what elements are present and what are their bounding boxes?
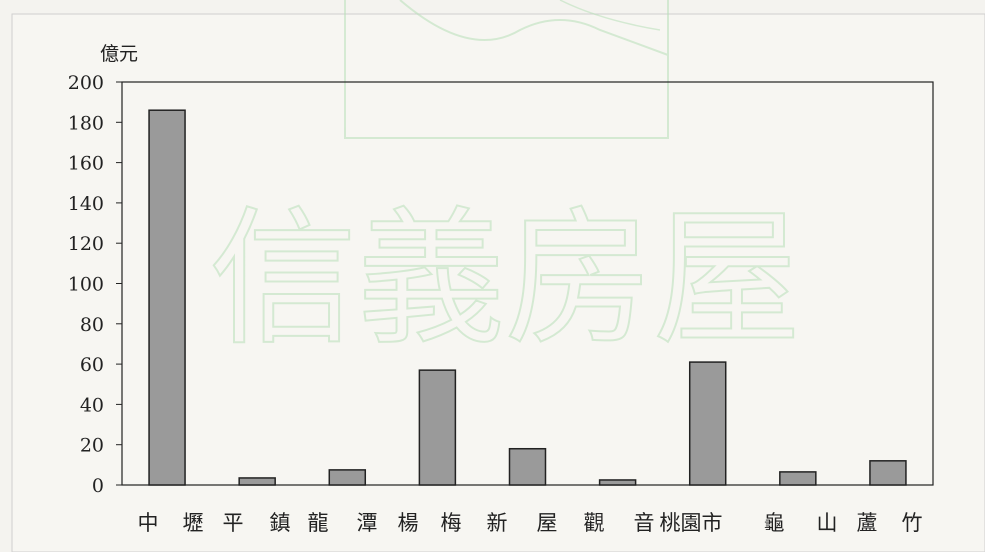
bar	[418, 369, 457, 486]
x-category-label: 中	[138, 511, 159, 535]
bar	[688, 361, 727, 486]
x-category-label: 觀	[584, 511, 605, 535]
x-category-label: 潭	[357, 511, 378, 535]
y-tick-label: 40	[80, 394, 104, 416]
x-category-label: 蘆	[857, 511, 878, 535]
x-category-label: 梅	[441, 511, 462, 535]
x-category-label: 竹	[902, 511, 923, 535]
bar	[238, 477, 276, 486]
y-tick-label: 100	[68, 274, 104, 296]
y-tick-label: 160	[68, 153, 104, 175]
y-axis-unit-label: 億元	[100, 43, 138, 65]
x-category-label: 鎮	[270, 511, 291, 535]
bars	[148, 109, 907, 486]
y-tick-label: 200	[68, 72, 104, 94]
bar	[148, 109, 186, 486]
y-tick-label: 0	[92, 475, 104, 497]
y-tick-label: 60	[80, 354, 104, 376]
bar	[869, 460, 907, 486]
x-category-label: 音	[634, 511, 655, 535]
x-category-label: 龜	[764, 511, 785, 535]
x-category-label: 桃園市	[660, 511, 723, 535]
x-category-label: 龍	[308, 511, 329, 535]
x-category-label: 山	[817, 511, 838, 535]
y-tick-label: 120	[68, 233, 104, 255]
y-tick-label: 140	[68, 193, 104, 215]
bar	[508, 447, 547, 486]
watermark-text: 信義房屋	[209, 193, 801, 365]
watermark-logo: 信義房屋	[208, 0, 802, 366]
x-category-label: 新	[487, 511, 508, 535]
x-axis-labels: 中壢平 鎮龍 潭楊梅 新 屋 觀 音桃園市 龜 山蘆竹	[138, 511, 923, 535]
bar	[598, 479, 637, 486]
x-category-label: 楊	[398, 511, 419, 535]
x-category-label: 平	[223, 511, 244, 535]
y-axis: 0 20 40 60 80 100 120 140 160 180 200	[68, 72, 122, 497]
x-category-label: 壢	[183, 511, 204, 535]
y-tick-label: 180	[68, 112, 104, 134]
y-tick-label: 80	[80, 314, 104, 336]
bar	[328, 469, 367, 486]
y-tick-label: 20	[80, 435, 104, 457]
bar	[779, 471, 817, 486]
x-category-label: 屋	[537, 511, 558, 535]
